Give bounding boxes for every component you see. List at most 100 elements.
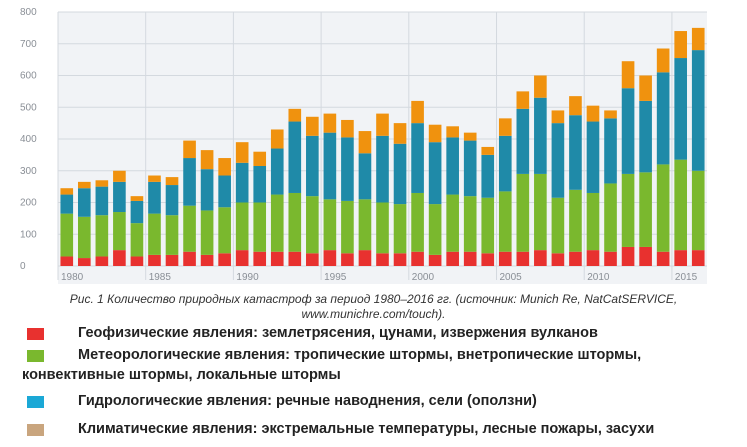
bar-segment	[288, 192, 302, 252]
x-tick-label: 1990	[236, 272, 259, 283]
bar-segment	[60, 194, 74, 214]
bar-segment	[77, 188, 91, 217]
bar-segment	[341, 200, 354, 254]
bar-segment	[235, 250, 249, 266]
bar-segment	[534, 173, 547, 251]
bar-segment	[77, 181, 91, 189]
bar-segment	[621, 173, 635, 247]
bar-segment	[639, 100, 652, 173]
bar-segment	[691, 250, 705, 266]
bar-segment	[411, 251, 424, 266]
bar-segment	[148, 175, 161, 182]
caption-line-1: Рис. 1 Количество природных катастроф за…	[69, 292, 678, 306]
bar-segment	[218, 175, 231, 208]
bar-segment	[253, 202, 267, 252]
bar-segment	[393, 204, 407, 254]
y-tick-label: 800	[20, 7, 37, 18]
bar-segment	[306, 135, 319, 197]
bar-segment	[411, 123, 424, 193]
y-tick-label: 0	[20, 261, 26, 272]
bar-segment	[306, 253, 319, 266]
bar-segment	[674, 31, 688, 59]
bar-segment	[341, 253, 354, 266]
legend-label-hydrological: Гидрологические явления: речные наводнен…	[78, 393, 537, 409]
bar-segment	[428, 142, 442, 205]
chart-svg: 0 100 200 300 400 500 600 700 800 1980 1985 1990 199…	[20, 7, 707, 284]
bar-segment	[604, 110, 617, 119]
bar-segment	[551, 253, 565, 266]
bar-segment	[165, 254, 179, 266]
bar-segment	[569, 251, 582, 266]
legend-swatch-hydrological	[27, 396, 44, 408]
bar-segment	[95, 215, 109, 257]
bar-segment	[463, 251, 477, 266]
bar-segment	[288, 121, 302, 193]
legend-swatch-meteorological	[27, 350, 44, 362]
bar-segment	[411, 192, 424, 252]
bar-segment	[130, 200, 144, 224]
bar-segment	[376, 202, 389, 254]
bar-segment	[551, 123, 565, 198]
bar-segment	[253, 165, 267, 203]
bar-segment	[691, 50, 705, 171]
bar-segment	[516, 91, 530, 109]
bar-segment	[218, 158, 231, 176]
bar-segment	[621, 61, 635, 89]
bar-segment	[200, 169, 214, 211]
bar-segment	[393, 143, 407, 205]
bar-segment	[270, 148, 284, 195]
bar-segment	[656, 48, 670, 73]
bar-segment	[323, 199, 337, 251]
bar-segment	[95, 186, 109, 216]
bar-segment	[604, 118, 617, 184]
bar-segment	[183, 205, 196, 252]
bar-segment	[200, 210, 214, 255]
bar-segment	[481, 197, 495, 254]
bar-segment	[183, 251, 196, 266]
bar-segment	[586, 250, 600, 266]
bar-segment	[253, 151, 267, 166]
bar-segment	[130, 256, 144, 266]
bar-segment	[604, 251, 617, 266]
bar-segment	[569, 115, 582, 190]
y-tick-label: 300	[20, 166, 37, 177]
x-tick-label: 2005	[500, 272, 523, 283]
bar-segment	[235, 202, 249, 251]
bar-segment	[551, 110, 565, 124]
figure-caption: Рис. 1 Количество природных катастроф за…	[0, 292, 747, 322]
bar-segment	[446, 194, 459, 252]
y-tick-label: 200	[20, 198, 37, 209]
bar-segment	[393, 253, 407, 266]
bar-segment	[288, 108, 302, 122]
bar-segment	[428, 254, 442, 266]
legend-label-meteorological: Метеорологические явления: тропические ш…	[78, 347, 642, 363]
x-tick-label: 1985	[149, 272, 172, 283]
bar-segment	[691, 170, 705, 251]
bar-segment	[183, 158, 196, 206]
bar-segment	[569, 96, 582, 116]
bar-segment	[60, 213, 74, 257]
bar-segment	[113, 250, 126, 266]
bar-segment	[218, 207, 231, 254]
bar-segment	[77, 216, 91, 259]
bar-segment	[288, 251, 302, 266]
bar-segment	[60, 256, 74, 266]
bar-segment	[656, 251, 670, 266]
bar-segment	[165, 177, 179, 186]
bar-segment	[656, 164, 670, 252]
bar-segment	[376, 253, 389, 266]
bar-segment	[534, 75, 547, 98]
legend-swatch-geophysical	[27, 328, 44, 340]
legend-swatch-climatological	[27, 424, 44, 436]
bar-segment	[341, 119, 354, 138]
bar-segment	[428, 204, 442, 255]
y-tick-label: 500	[20, 102, 37, 113]
bar-segment	[569, 189, 582, 252]
bar-segment	[534, 97, 547, 174]
x-tick-label: 2000	[412, 272, 435, 283]
bar-segment	[306, 196, 319, 254]
bar-segment	[586, 121, 600, 193]
bar-segment	[481, 253, 495, 266]
bar-segment	[218, 253, 231, 266]
bar-segment	[358, 250, 372, 266]
